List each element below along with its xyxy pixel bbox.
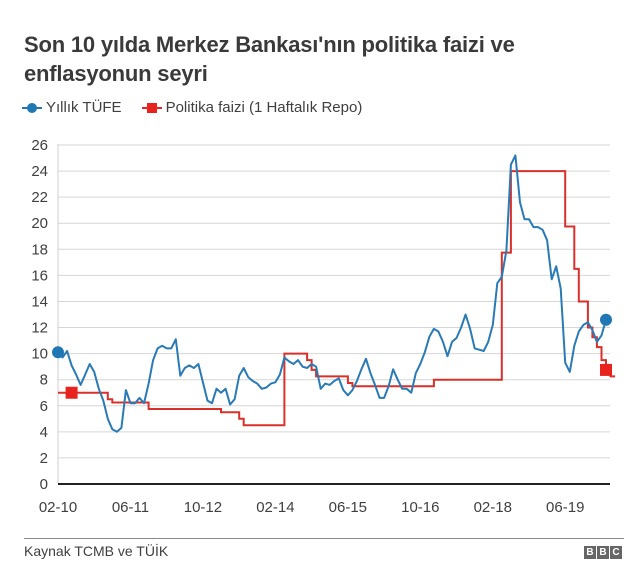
y-tick-label: 4 <box>40 424 48 441</box>
y-tick-label: 2 <box>40 450 48 467</box>
y-tick-label: 22 <box>31 189 48 206</box>
bbc-logo-letter: C <box>610 546 622 559</box>
gridlines <box>58 144 610 459</box>
bbc-logo-letter: B <box>597 546 609 559</box>
source-text: Kaynak TCMB ve TÜİK <box>24 543 169 559</box>
policy-end-marker <box>600 363 612 376</box>
legend-label-tufe: Yıllık TÜFE <box>46 99 122 116</box>
red-square-marker-icon <box>141 102 162 113</box>
x-tick-label: 02-18 <box>474 499 512 516</box>
policy-rate-line <box>58 170 616 427</box>
x-tick-label: 02-14 <box>256 499 294 516</box>
legend-item-policy-rate: Politika faizi (1 Haftalık Repo) <box>141 99 363 116</box>
x-tick-label: 06-15 <box>329 499 367 516</box>
y-tick-label: 12 <box>31 320 48 337</box>
y-tick-label: 8 <box>40 372 48 389</box>
legend-item-tufe: Yıllık TÜFE <box>22 99 122 116</box>
y-tick-label: 26 <box>31 137 48 154</box>
y-tick-label: 0 <box>40 476 48 493</box>
legend: Yıllık TÜFE Politika faizi (1 Haftalık R… <box>22 99 382 116</box>
y-tick-label: 20 <box>31 215 48 232</box>
y-tick-label: 16 <box>31 267 48 284</box>
chart-title: Son 10 yılda Merkez Bankası'nın politika… <box>24 32 515 86</box>
legend-label-policy-rate: Politika faizi (1 Haftalık Repo) <box>165 99 363 116</box>
x-tick-label: 10-12 <box>184 499 222 516</box>
bbc-logo-letter: B <box>584 546 596 559</box>
x-tick-label: 06-11 <box>112 499 149 516</box>
y-tick-label: 10 <box>31 346 48 363</box>
y-tick-label: 18 <box>31 241 48 258</box>
policy-start-marker <box>65 386 78 399</box>
x-tick-label: 06-19 <box>546 499 584 516</box>
tufe-start-marker <box>52 346 64 359</box>
y-tick-label: 24 <box>31 163 48 180</box>
x-axis-ticks: 02-10 06-11 10-12 02-14 06-15 10-16 02-18 06-19 <box>39 499 585 516</box>
footer-divider <box>24 538 624 539</box>
blue-circle-marker-icon <box>22 102 42 113</box>
bbc-logo: B B C <box>583 546 622 559</box>
x-tick-label: 10-16 <box>401 499 439 516</box>
y-tick-label: 6 <box>40 398 48 415</box>
tufe-line <box>57 154 607 433</box>
x-tick-label: 02-10 <box>39 499 77 516</box>
tufe-end-marker <box>600 313 612 326</box>
y-tick-label: 14 <box>31 293 48 310</box>
